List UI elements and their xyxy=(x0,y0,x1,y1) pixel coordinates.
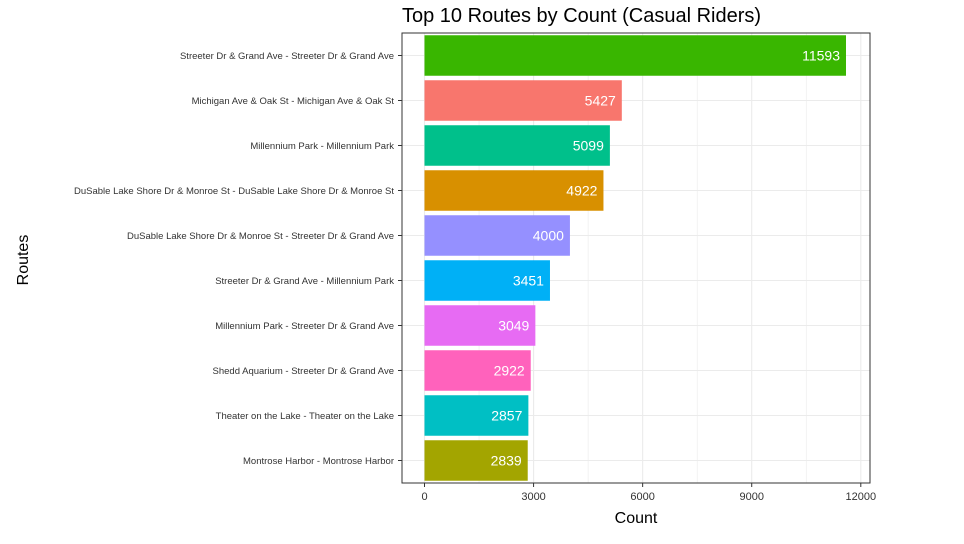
x-tick-label: 6000 xyxy=(630,491,654,503)
x-axis-title: Count xyxy=(615,510,658,527)
bar xyxy=(424,395,529,436)
y-tick-label: Montrose Harbor - Montrose Harbor xyxy=(243,456,394,467)
bar xyxy=(424,35,846,76)
plot-panel-border xyxy=(401,32,871,484)
y-tick-label: Millennium Park - Streeter Dr & Grand Av… xyxy=(215,321,394,332)
data-label: 2857 xyxy=(491,408,522,424)
data-label: 4000 xyxy=(533,228,564,244)
x-tick-label: 0 xyxy=(421,491,427,503)
y-tick-label: Theater on the Lake - Theater on the Lak… xyxy=(216,411,394,422)
bar xyxy=(424,350,531,391)
bar xyxy=(424,440,528,481)
bar xyxy=(424,80,622,121)
y-axis-title: Routes xyxy=(15,235,32,286)
bar xyxy=(424,170,604,211)
y-tick-label: Streeter Dr & Grand Ave - Millennium Par… xyxy=(215,276,394,287)
data-label: 4922 xyxy=(566,183,597,199)
x-tick-label: 9000 xyxy=(739,491,763,503)
y-tick-label: DuSable Lake Shore Dr & Monroe St - Stre… xyxy=(127,231,394,242)
data-label: 3451 xyxy=(513,273,544,289)
bar xyxy=(424,125,610,166)
bar xyxy=(424,305,536,346)
data-label: 5099 xyxy=(573,138,604,154)
x-tick-label: 12000 xyxy=(846,491,877,503)
bar xyxy=(424,260,550,301)
data-label: 5427 xyxy=(585,93,616,109)
data-label: 11593 xyxy=(802,48,840,64)
y-tick-label: Streeter Dr & Grand Ave - Streeter Dr & … xyxy=(180,51,394,62)
data-label: 2839 xyxy=(491,453,522,469)
data-label: 2922 xyxy=(494,363,525,379)
y-axis: Streeter Dr & Grand Ave - Streeter Dr & … xyxy=(74,51,402,467)
data-label: 3049 xyxy=(498,318,529,334)
y-tick-label: DuSable Lake Shore Dr & Monroe St - DuSa… xyxy=(74,186,394,197)
x-tick-label: 3000 xyxy=(521,491,545,503)
data-labels: 11593 5427 5099 4922 4000 3451 3049 2922 2857 283… xyxy=(491,48,841,469)
bar xyxy=(424,215,570,256)
y-tick-label: Millennium Park - Millennium Park xyxy=(250,141,394,152)
y-tick-label: Shedd Aquarium - Streeter Dr & Grand Ave xyxy=(213,366,394,377)
x-axis: 0 3000 6000 9000 12000 xyxy=(421,483,876,503)
y-tick-label: Michigan Ave & Oak St - Michigan Ave & O… xyxy=(192,96,395,107)
bars xyxy=(424,35,846,481)
chart-title: Top 10 Routes by Count (Casual Riders) xyxy=(402,5,761,27)
